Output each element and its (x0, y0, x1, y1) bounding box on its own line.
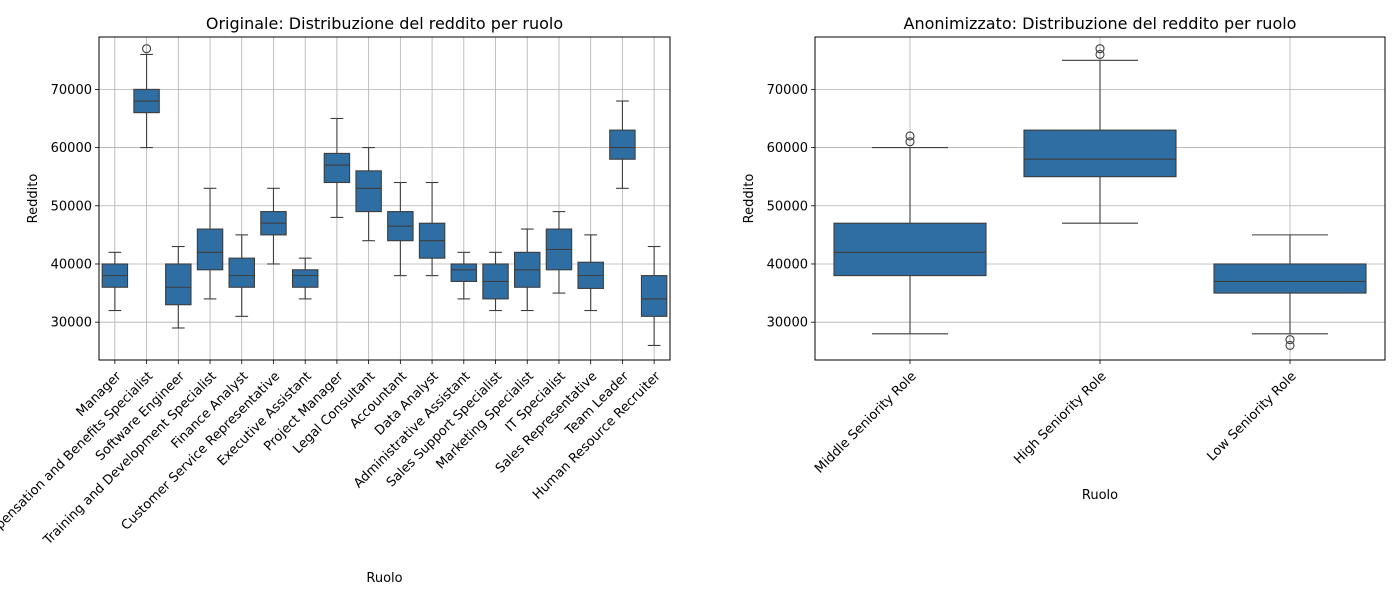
box-3 (1213, 234, 1367, 351)
box-iqr (291, 269, 319, 288)
box-iqr (355, 170, 382, 213)
box-iqr (833, 222, 987, 277)
y-tick-label: 70000 (767, 83, 808, 98)
box-iqr (165, 263, 192, 306)
x-axis-label: Ruolo (1082, 488, 1118, 503)
box-11 (418, 181, 446, 277)
y-tick-label: 30000 (767, 316, 808, 331)
box-iqr (1213, 263, 1367, 294)
box-iqr (228, 257, 255, 288)
y-tick-label: 50000 (51, 199, 92, 214)
chart-2: 30000 40000 50000 60000 70000 Middle Seniorit… (742, 14, 1386, 503)
box-15 (545, 211, 573, 294)
box-8 (323, 117, 351, 218)
y-tick-label: 30000 (51, 316, 92, 331)
box-6 (260, 187, 287, 265)
box-2 (1023, 44, 1177, 224)
outlier-point (142, 44, 152, 54)
chart-1: 3000040000500006000070000ManagerCompensa… (0, 14, 671, 586)
box-9 (355, 147, 382, 242)
y-tick-label: 60000 (51, 141, 92, 156)
y-tick-label: 40000 (51, 257, 92, 272)
chart-title: Anonimizzato: Distribuzione del reddito … (904, 14, 1297, 33)
y-tick-label: 70000 (51, 83, 92, 98)
box-7 (291, 257, 319, 300)
box-iqr (640, 275, 668, 317)
outlier-point (905, 131, 915, 141)
box-3 (165, 245, 192, 329)
box-10 (387, 181, 414, 277)
box-iqr (196, 228, 224, 271)
outlier-point (1095, 44, 1105, 54)
box-12 (450, 251, 478, 300)
box-14 (514, 228, 541, 312)
x-tick-label: High Seniority Role (1011, 369, 1109, 467)
x-tick-label: Middle Seniority Role (812, 369, 920, 477)
box-iqr (1023, 129, 1177, 178)
outlier-point (1285, 335, 1295, 345)
box-iqr (323, 152, 351, 184)
box-13 (482, 251, 509, 312)
chart-title: Originale: Distribuzione del reddito per… (206, 14, 563, 33)
outlier-point (905, 137, 915, 147)
box-1 (833, 131, 987, 335)
y-axis-label: Reddito (742, 174, 757, 224)
outlier-point (1095, 49, 1105, 60)
axes-frame (814, 36, 1386, 361)
y-tick-label: 50000 (767, 199, 808, 214)
box-16 (577, 234, 604, 312)
outlier-point (1285, 340, 1295, 351)
y-tick-label: 60000 (767, 141, 808, 156)
box-iqr (609, 129, 636, 160)
box-1 (101, 251, 129, 312)
x-axis-label: Ruolo (366, 571, 402, 586)
box-4 (196, 187, 224, 300)
y-axis-label: Reddito (26, 174, 41, 224)
box-17 (609, 100, 636, 189)
box-5 (228, 234, 255, 317)
x-tick-label: Low Seniority Role (1204, 369, 1299, 464)
box-18 (640, 245, 668, 347)
y-tick-label: 40000 (767, 257, 808, 272)
box-iqr (450, 263, 478, 282)
box-2 (133, 44, 160, 149)
axes-frame (98, 36, 671, 361)
